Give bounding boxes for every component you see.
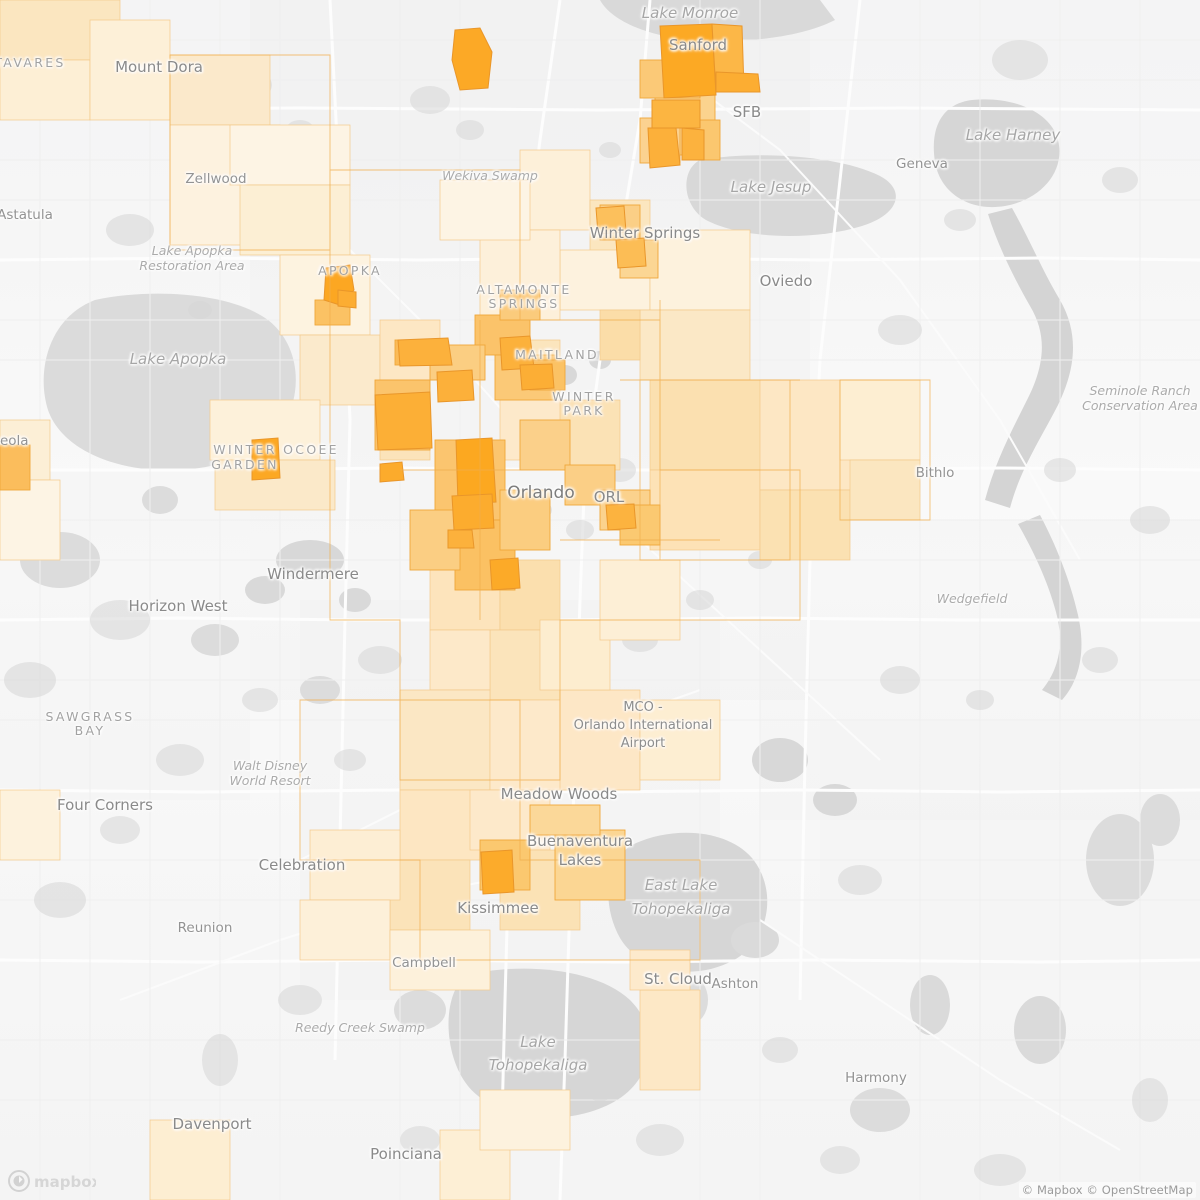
mapbox-wordmark-icon: mapbox xyxy=(8,1170,96,1192)
map-attribution[interactable]: © Mapbox © OpenStreetMap xyxy=(1018,1182,1196,1198)
mapbox-logo[interactable]: mapbox xyxy=(8,1170,96,1192)
mapbox-logo-text: mapbox xyxy=(34,1173,96,1191)
